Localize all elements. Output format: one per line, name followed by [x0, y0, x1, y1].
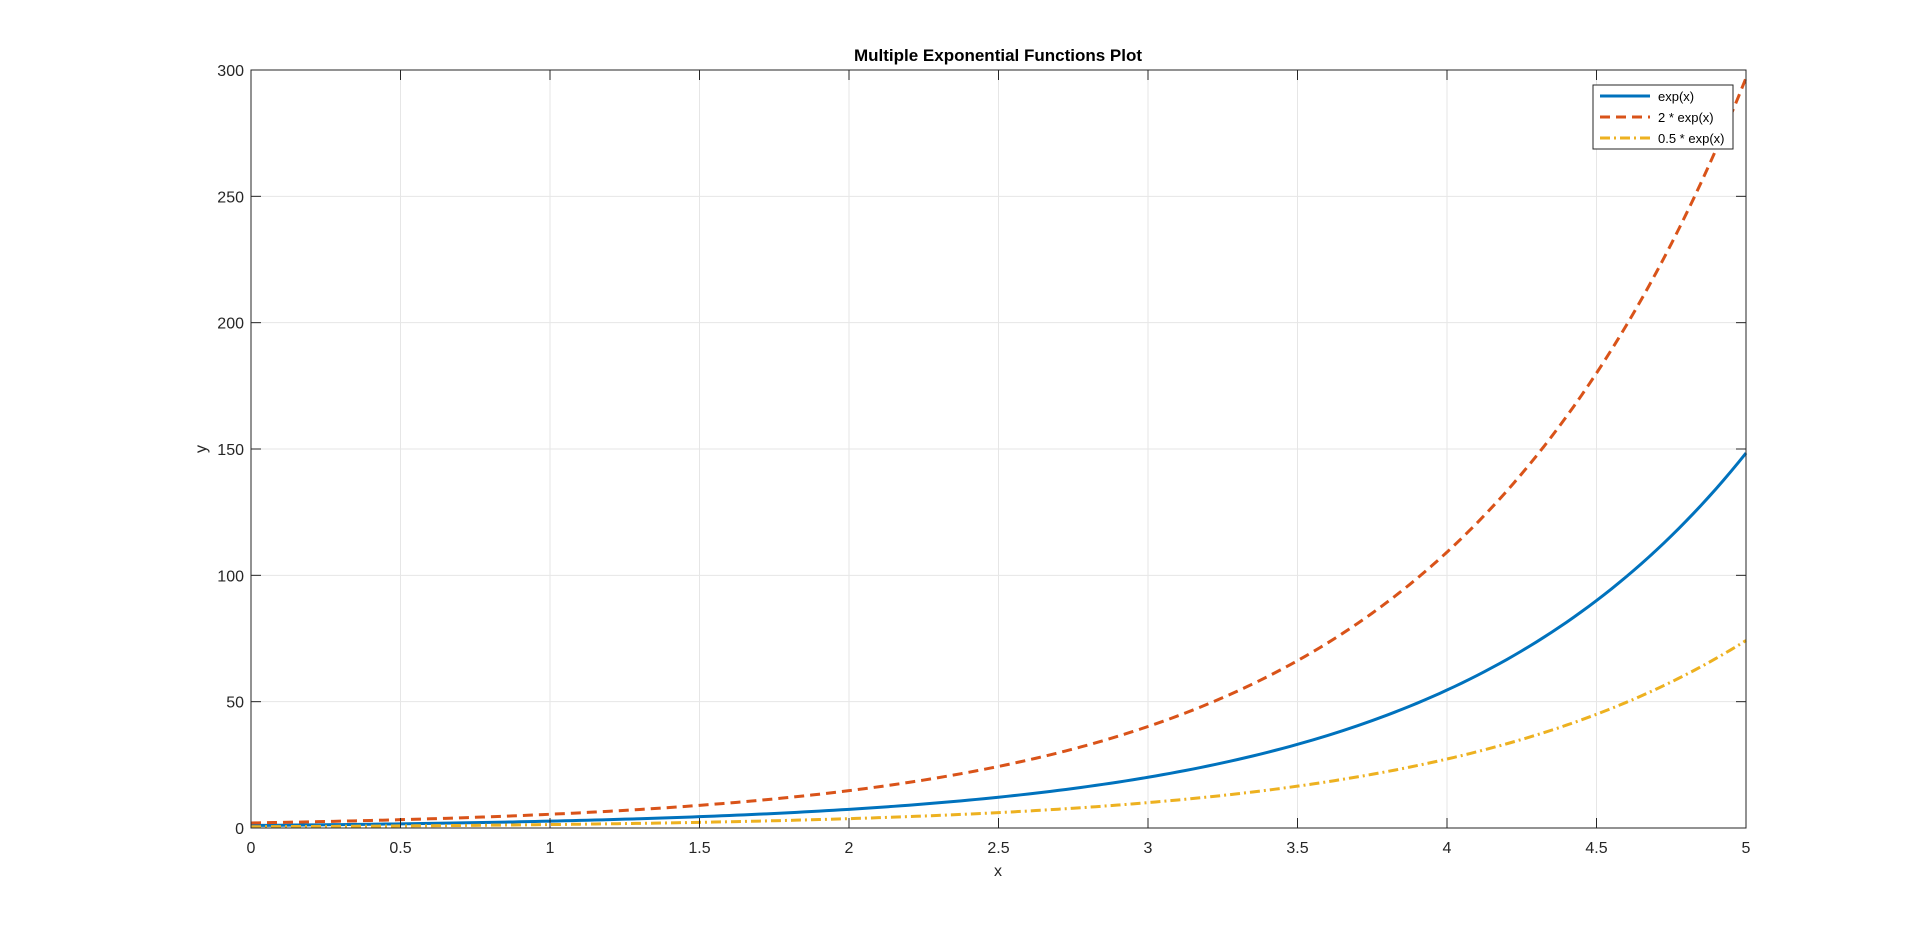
y-axis-label: y [193, 445, 210, 453]
x-tick-label: 3 [1144, 840, 1153, 857]
x-tick-label: 2.5 [987, 840, 1009, 857]
chart-title: Multiple Exponential Functions Plot [854, 46, 1142, 65]
series-line-3 [250, 639, 1747, 829]
series-line-1 [250, 452, 1748, 827]
x-tick-label: 4 [1443, 840, 1452, 857]
y-tick-label: 250 [217, 189, 244, 206]
x-tick-label: 0.5 [389, 840, 411, 857]
grid [251, 70, 1746, 828]
x-tick-label: 1 [546, 840, 555, 857]
legend-label: 0.5 * exp(x) [1658, 131, 1724, 146]
x-tick-label: 3.5 [1286, 840, 1308, 857]
x-tick-label: 0 [247, 840, 256, 857]
series-layer [250, 77, 1748, 829]
x-tick-label: 1.5 [688, 840, 710, 857]
legend: exp(x) 2 * exp(x) 0.5 * exp(x) [1592, 84, 1734, 150]
legend-label: 2 * exp(x) [1658, 110, 1714, 125]
x-tick-label: 2 [845, 840, 854, 857]
y-tick-label: 200 [217, 316, 244, 333]
x-tick-label: 4.5 [1585, 840, 1607, 857]
legend-label: exp(x) [1658, 89, 1694, 104]
x-tick-label: 5 [1742, 840, 1751, 857]
y-tick-label: 150 [217, 442, 244, 459]
x-axis-label: x [994, 863, 1002, 880]
series-line-2 [250, 77, 1748, 825]
y-tick-label: 50 [226, 695, 244, 712]
y-tick-label: 300 [217, 63, 244, 80]
y-tick-label: 100 [217, 568, 244, 585]
y-tick-label: 0 [235, 821, 244, 838]
